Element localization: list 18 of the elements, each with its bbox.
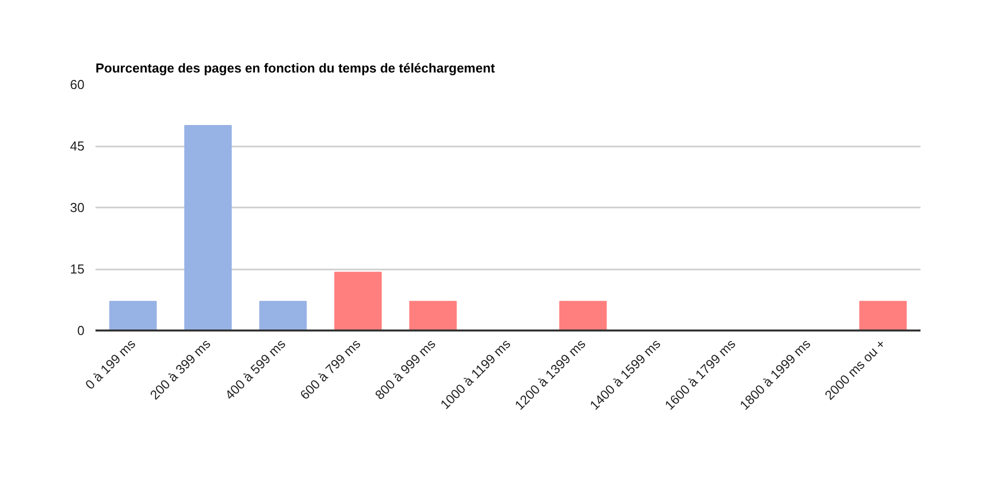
bar (859, 300, 907, 330)
bar (334, 272, 382, 330)
x-tick-label: 0 à 199 ms (82, 336, 139, 392)
y-tick-label: 30 (70, 200, 85, 215)
y-tick-label: 60 (70, 77, 85, 92)
y-tick-label: 45 (70, 138, 85, 154)
chart-title: Pourcentage des pages en fonction du temps de téléchargement (96, 60, 496, 76)
bar (109, 300, 157, 330)
y-tick-label: 0 (77, 323, 85, 338)
bar (559, 300, 607, 330)
bar (259, 300, 307, 330)
x-tick-label: 600 à 799 ms (296, 336, 364, 403)
x-tick-label: 400 à 599 ms (222, 336, 289, 403)
bar (409, 300, 457, 330)
x-tick-label: 800 à 999 ms (372, 336, 439, 403)
bar (184, 125, 232, 330)
x-tick-label: 200 à 399 ms (146, 336, 214, 403)
y-tick-label: 15 (70, 262, 85, 276)
